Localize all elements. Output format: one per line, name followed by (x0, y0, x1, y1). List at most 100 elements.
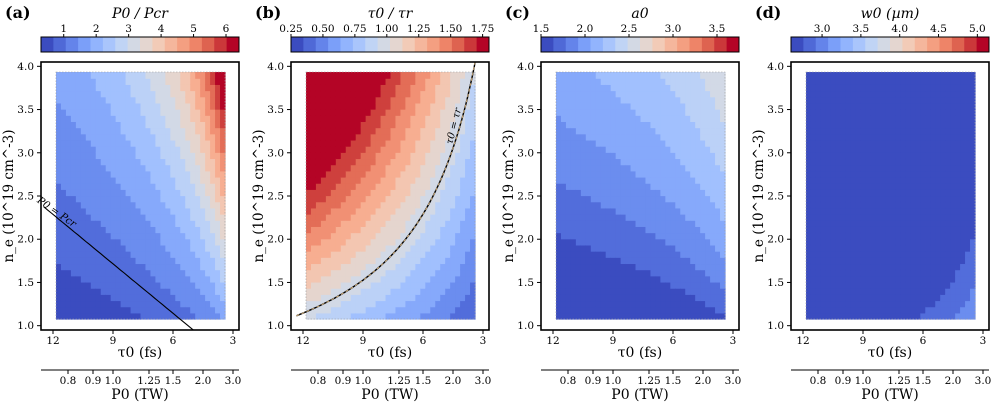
power-tick-label: 1.25 (637, 375, 660, 387)
contour-cell (435, 96, 441, 104)
contour-cell (205, 312, 211, 320)
contour-cell (560, 269, 567, 277)
contour-cell (720, 183, 726, 190)
contour-cell (195, 201, 201, 209)
contour-cell (560, 281, 567, 289)
contour-cell (610, 281, 617, 289)
contour-cell (325, 78, 332, 85)
contour-cell (350, 127, 357, 135)
contour-cell (850, 176, 857, 184)
contour-cell (60, 121, 67, 129)
contour-cell (845, 158, 852, 166)
contour-cell (160, 109, 166, 116)
contour-cell (56, 281, 62, 289)
contour-cell (310, 133, 317, 141)
contour-cell (420, 300, 426, 308)
contour-cell (640, 300, 647, 308)
contour-cell (870, 90, 877, 98)
contour-cell (875, 238, 882, 246)
contour-cell (655, 312, 661, 320)
contour-cell (56, 275, 62, 283)
contour-cell (160, 201, 166, 209)
contour-cell (140, 220, 147, 227)
contour-cell (100, 183, 107, 190)
contour-cell (440, 288, 446, 295)
contour-cell (680, 164, 686, 172)
contour-cell (335, 78, 342, 85)
contour-cell (685, 121, 691, 129)
contour-cell (860, 189, 867, 197)
contour-cell (355, 220, 362, 227)
contour-cell (830, 294, 837, 302)
x-tick-label: 12 (296, 335, 309, 347)
contour-cell (445, 78, 451, 85)
contour-cell (570, 275, 577, 283)
contour-cell (700, 183, 706, 190)
contour-cell (835, 78, 842, 85)
contour-cell (80, 176, 87, 184)
contour-cell (56, 139, 62, 147)
contour-cell (130, 281, 137, 289)
contour-cell (695, 263, 701, 271)
data-region-outline (305, 71, 476, 320)
contour-cell (600, 109, 607, 116)
contour-cell (695, 281, 701, 289)
contour-cell (635, 102, 642, 110)
contour-cell (450, 158, 456, 166)
contour-cell (665, 109, 671, 116)
contour-cell (350, 275, 357, 283)
contour-cell (640, 269, 647, 277)
contour-cell (120, 158, 127, 166)
contour-cell (80, 238, 87, 246)
contour-cell (845, 102, 852, 110)
contour-cell (680, 275, 686, 283)
contour-cell (345, 238, 352, 246)
contour-cell (840, 275, 847, 283)
contour-cell (880, 238, 887, 246)
contour-cell (135, 90, 142, 98)
contour-cell (815, 257, 822, 265)
contour-cell (660, 84, 666, 92)
contour-cell (75, 306, 82, 314)
contour-cell (670, 109, 676, 116)
contour-cell (635, 275, 642, 283)
contour-cell (575, 251, 582, 258)
contour-cell (865, 115, 872, 122)
contour-cell (155, 195, 161, 203)
contour-cell (875, 176, 882, 184)
contour-cell (185, 257, 191, 265)
contour-cell (375, 152, 382, 160)
contour-cell (670, 158, 676, 166)
contour-cell (380, 127, 387, 135)
contour-cell (315, 78, 322, 85)
contour-cell (205, 183, 211, 190)
contour-cell (310, 306, 317, 314)
contour-cell (370, 226, 377, 234)
contour-cell (306, 102, 312, 110)
contour-cell (340, 269, 347, 277)
contour-cell (325, 96, 332, 104)
contour-cell (715, 269, 721, 277)
contour-cell (825, 263, 832, 271)
contour-cell (810, 183, 817, 190)
contour-cell (620, 96, 627, 104)
contour-cell (220, 183, 226, 190)
contour-cell (130, 127, 137, 135)
contour-cell (180, 133, 186, 141)
contour-cell (105, 312, 112, 320)
contour-cell (140, 183, 147, 190)
contour-cell (806, 201, 812, 209)
contour-cell (880, 207, 887, 215)
contour-cell (65, 78, 72, 85)
contour-cell (470, 96, 476, 104)
contour-cell (90, 294, 97, 302)
contour-cell (120, 96, 127, 104)
contour-cell (820, 139, 827, 147)
contour-cell (165, 207, 171, 215)
contour-cell (685, 152, 691, 160)
contour-cell (365, 257, 372, 265)
contour-cell (370, 275, 377, 283)
contour-cell (570, 139, 577, 147)
contour-cell (210, 127, 216, 135)
contour-cell (125, 257, 132, 265)
